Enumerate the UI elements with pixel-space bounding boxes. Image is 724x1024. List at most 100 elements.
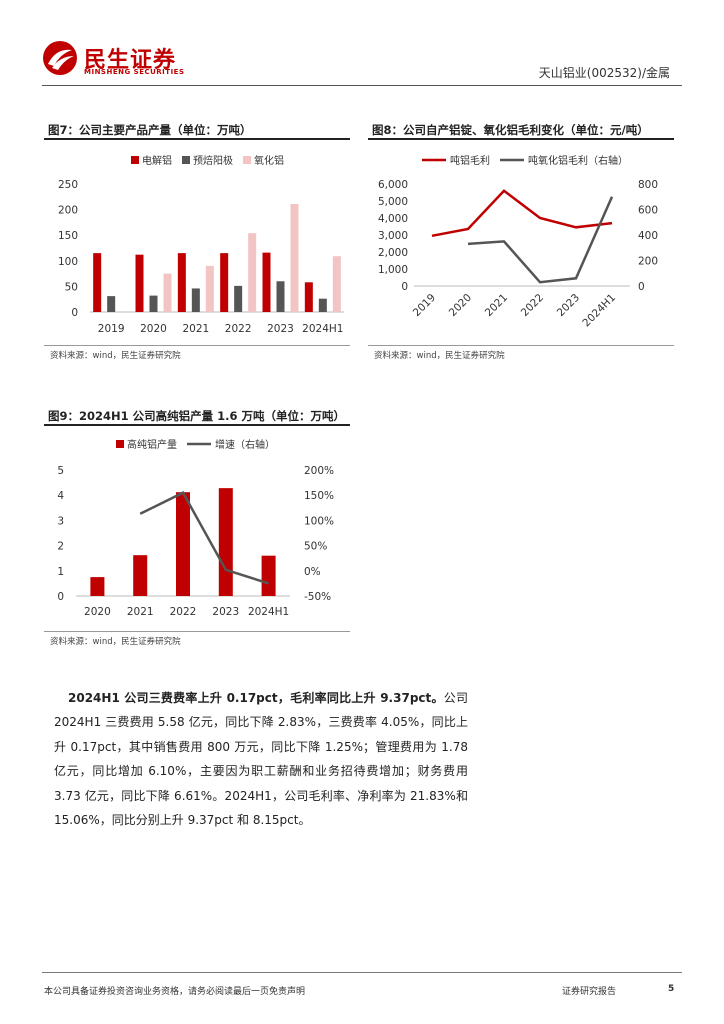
fig7-source: 资料来源：wind，民生证券研究院 xyxy=(50,351,181,361)
fig8-xtick: 2022 xyxy=(519,292,546,319)
fig9-ytick: 0 xyxy=(57,591,64,603)
fig7-title-rule xyxy=(44,138,350,140)
header-divider xyxy=(42,85,682,86)
fig9-xtick: 2020 xyxy=(84,606,111,618)
fig7-chart: 0 50 100 150 200 250 2019 2020 2021 2022 2023 2024H… xyxy=(58,154,344,335)
fig8-title-rule xyxy=(368,138,674,140)
minsheng-logo-icon xyxy=(43,41,77,75)
fig8-y2tick: 400 xyxy=(638,230,658,242)
fig9-y2tick: -50% xyxy=(304,591,331,603)
fig7-legend-label-0: 电解铝 xyxy=(142,154,172,167)
fig8-y2tick: 800 xyxy=(638,179,658,191)
fig8-ytick: 3,000 xyxy=(378,230,408,242)
fig9-bar xyxy=(133,555,148,596)
fig8-xtick: 2021 xyxy=(483,292,510,319)
fig8-ytick: 6,000 xyxy=(378,179,408,191)
fig8-chart: 0 1,000 2,000 3,000 4,000 5,000 6,000 0 200 400 60… xyxy=(378,154,658,329)
fig9-bar xyxy=(176,492,190,596)
fig7-bar-预焙阳极 xyxy=(149,295,158,312)
fig8-legend-label-0: 吨铝毛利 xyxy=(450,154,490,167)
fig9-y2tick: 100% xyxy=(304,515,334,527)
fig7-ytick: 250 xyxy=(58,179,78,191)
fig7-bar-预焙阳极 xyxy=(318,298,327,312)
fig8-y2tick: 0 xyxy=(638,281,645,293)
fig7-legend-label-2: 氧化铝 xyxy=(254,154,284,167)
fig9-xtick: 2023 xyxy=(212,606,239,618)
fig9-ytick: 3 xyxy=(57,515,64,527)
fig8-line-0 xyxy=(431,189,613,238)
fig7-bar-氧化铝 xyxy=(205,265,214,312)
fig7-ytick: 0 xyxy=(71,307,78,319)
paragraph-lead: 2024H1 公司三费费率上升 0.17pct，毛利率同比上升 9.37pct。 xyxy=(68,691,444,705)
fig9-bar xyxy=(261,555,276,596)
fig7-ytick: 200 xyxy=(58,205,78,217)
fig9-legend-label-0: 高纯铝产量 xyxy=(127,438,177,451)
footer-report-type: 证券研究报告 xyxy=(562,987,617,997)
fig7-ytick: 50 xyxy=(65,281,78,293)
fig7-bar-电解铝 xyxy=(220,253,229,312)
fig8-ytick: 4,000 xyxy=(378,213,408,225)
fig7-ytick: 150 xyxy=(58,230,78,242)
fig8-xtick: 2019 xyxy=(411,292,438,319)
fig8-source-rule xyxy=(368,345,674,346)
fig9-xtick: 2021 xyxy=(127,606,154,618)
fig9-ytick: 4 xyxy=(57,490,64,502)
fig9-growth-line xyxy=(139,491,269,585)
fig9-title: 图9：2024H1 公司高纯铝产量 1.6 万吨（单位：万吨） xyxy=(48,409,346,423)
fig9-xtick: 2024H1 xyxy=(248,606,289,618)
fig9-legend-swatch-0 xyxy=(116,440,124,448)
logo-text-cn: 民生证券 xyxy=(84,48,177,73)
fig8-ytick: 2,000 xyxy=(378,247,408,259)
fig8-y2tick: 600 xyxy=(638,205,658,217)
fig7-legend-label-1: 预焙阳极 xyxy=(193,154,233,167)
fig8-xtick: 2020 xyxy=(447,292,474,319)
fig7-bar-氧化铝 xyxy=(163,273,172,312)
fig8-legend-label-1: 吨氧化铝毛利（右轴） xyxy=(528,154,628,167)
fig9-y2tick: 50% xyxy=(304,541,327,553)
fig7-bar-氧化铝 xyxy=(248,233,257,312)
fig9-chart: 0 1 2 3 4 5 -50% 0% 50% 100% 150% 200% 2020 2021 2022 2… xyxy=(57,438,334,618)
document-reference: 天山铝业(002532)/金属 xyxy=(538,66,670,80)
fig7-legend-swatch-0 xyxy=(131,156,139,164)
fig7-bar-预焙阳极 xyxy=(234,285,243,312)
fig7-xtick: 2021 xyxy=(182,323,209,335)
fig7-bar-电解铝 xyxy=(304,282,313,312)
footer-divider xyxy=(42,972,682,973)
fig7-ytick: 100 xyxy=(58,256,78,268)
fig7-title: 图7：公司主要产品产量（单位：万吨） xyxy=(48,123,252,137)
fig9-y2tick: 200% xyxy=(304,465,334,477)
fig8-title: 图8：公司自产铝锭、氧化铝毛利变化（单位：元/吨） xyxy=(372,123,649,137)
fig7-bar-电解铝 xyxy=(177,253,186,312)
fig9-ytick: 1 xyxy=(57,566,64,578)
fig7-xtick: 2023 xyxy=(267,323,294,335)
fig8-source: 资料来源：wind，民生证券研究院 xyxy=(374,351,505,361)
fig9-xtick: 2022 xyxy=(170,606,197,618)
fig8-line-1 xyxy=(467,196,614,284)
fig7-bar-预焙阳极 xyxy=(191,288,200,312)
fig8-xtick: 2023 xyxy=(555,292,582,319)
fig7-legend-swatch-2 xyxy=(243,156,251,164)
fig9-y2tick: 150% xyxy=(304,490,334,502)
fig7-bar-电解铝 xyxy=(135,254,144,312)
fig8-ytick: 0 xyxy=(401,281,408,293)
fig9-ytick: 2 xyxy=(57,541,64,553)
fig9-source: 资料来源：wind，民生证券研究院 xyxy=(50,637,181,647)
fig7-legend-swatch-1 xyxy=(182,156,190,164)
fig7-xtick: 2020 xyxy=(140,323,167,335)
analysis-paragraph: 2024H1 公司三费费率上升 0.17pct，毛利率同比上升 9.37pct。… xyxy=(54,686,468,832)
fig9-source-rule xyxy=(44,631,350,632)
page-number: 5 xyxy=(668,984,675,994)
fig7-bar-预焙阳极 xyxy=(107,296,116,312)
fig9-ytick: 5 xyxy=(57,465,64,477)
fig7-bar-电解铝 xyxy=(262,252,271,312)
footer-disclaimer: 本公司具备证券投资咨询业务资格，请务必阅读最后一页免责声明 xyxy=(44,987,306,997)
fig7-bar-预焙阳极 xyxy=(276,281,285,312)
fig8-ytick: 5,000 xyxy=(378,196,408,208)
paragraph-body: 公司 2024H1 三费费用 5.58 亿元，同比下降 2.83%，三费费率 4… xyxy=(54,691,468,828)
fig9-title-rule xyxy=(44,424,350,426)
fig9-bar xyxy=(90,577,105,596)
fig7-bar-电解铝 xyxy=(93,253,102,312)
logo-text-en: MINSHENG SECURITIES xyxy=(84,68,185,76)
fig8-ytick: 1,000 xyxy=(378,264,408,276)
fig7-bar-氧化铝 xyxy=(290,203,299,312)
